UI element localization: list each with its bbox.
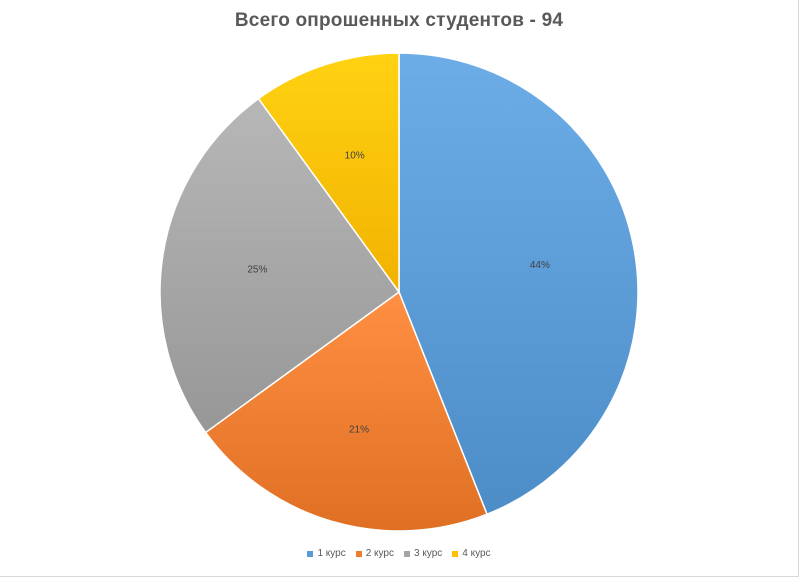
pie-slice-4-kurs (257, 52, 400, 295)
legend-item-1-kurs: 1 курс (307, 548, 346, 559)
legend-swatch (355, 550, 362, 557)
legend-item-4-kurs: 4 курс (452, 548, 491, 559)
legend-swatch (307, 550, 314, 557)
legend-item-3-kurs: 3 курс (404, 548, 442, 559)
data-label-4-kurs: 10% (345, 151, 365, 162)
data-label-2-kurs: 21% (349, 425, 369, 436)
legend-label: 1 курс (317, 548, 346, 559)
chart-legend: 1 курс 2 курс 3 курс 4 курс (0, 548, 798, 559)
legend-swatch (452, 550, 459, 557)
pie-slice-1-kurs (398, 52, 639, 516)
data-label-1-kurs: 44% (530, 260, 550, 271)
legend-item-2-kurs: 2 курс (355, 548, 394, 559)
pie-slice-2-kurs (204, 290, 488, 532)
chart-title: Всего опрошенных студентов - 94 (234, 10, 564, 31)
legend-label: 4 курс (462, 548, 491, 559)
legend-label: 2 курс (365, 548, 394, 559)
data-label-3-kurs: 25% (247, 265, 267, 276)
pie-slice-3-kurs (159, 97, 401, 434)
legend-label: 3 курс (414, 548, 443, 559)
legend-swatch (404, 550, 410, 557)
